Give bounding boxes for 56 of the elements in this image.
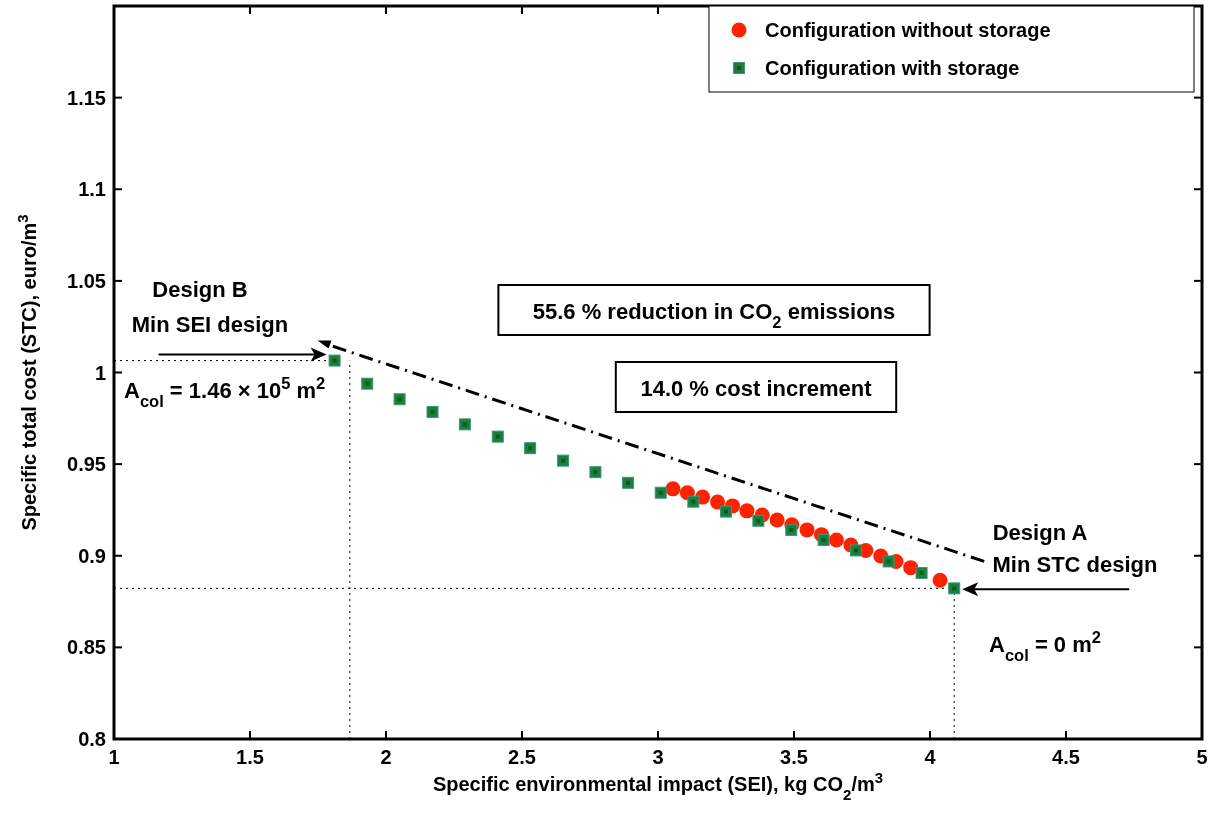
point xyxy=(828,532,844,548)
x-tick-label: 3 xyxy=(652,746,664,768)
point xyxy=(817,533,830,546)
point xyxy=(720,505,732,518)
y-tick-label: 0.95 xyxy=(67,453,106,476)
annotation: 55.6 % reduction in CO$_{2}$ emissions xyxy=(532,299,896,331)
annotation: Design A xyxy=(992,520,1088,545)
y-tick-label: 0.8 xyxy=(78,728,106,750)
y-tick-label: 1 xyxy=(94,361,106,384)
annotation: Design B xyxy=(152,277,248,302)
point xyxy=(524,442,537,455)
point xyxy=(665,481,681,497)
legend-label: Configuration without storage xyxy=(765,19,1051,41)
x-tick-label: 5 xyxy=(1196,746,1208,768)
annotation: Min SEI design xyxy=(131,312,289,337)
y-tick-label: 1.05 xyxy=(67,269,106,292)
point xyxy=(361,377,374,390)
y-tick-label: 1.15 xyxy=(67,86,106,109)
x-tick-label: 2.5 xyxy=(508,746,536,768)
legend-label: Configuration with storage xyxy=(765,57,1020,79)
point xyxy=(393,393,406,406)
annotation: 14.0 % cost increment xyxy=(640,376,873,401)
point xyxy=(328,354,341,367)
point xyxy=(948,582,961,595)
y-tick-label: 0.9 xyxy=(78,544,106,567)
point xyxy=(739,503,755,519)
y-tick-label: 1.1 xyxy=(78,178,106,201)
x-tick-label: 2 xyxy=(380,746,392,768)
point xyxy=(799,522,815,538)
point xyxy=(426,405,439,418)
annotation: A$_{col}$ = 0 m$^{2}$ xyxy=(989,628,1101,664)
point xyxy=(850,544,863,557)
x-tick-label: 1 xyxy=(108,746,120,768)
x-tick-label: 3.5 xyxy=(780,746,808,768)
point xyxy=(710,494,726,510)
point xyxy=(932,572,948,588)
y-tick-label: 0.85 xyxy=(67,636,106,659)
point xyxy=(915,566,928,579)
x-tick-label: 1.5 xyxy=(236,746,264,768)
point xyxy=(687,495,700,508)
x-axis-title: Specific environmental impact (SEI), kg CO$_{2}$/m$^{3}$ xyxy=(432,768,884,803)
x-tick-label: 4.5 xyxy=(1052,746,1080,768)
point xyxy=(882,555,895,568)
x-tick-label: 4 xyxy=(924,746,937,768)
point xyxy=(458,418,471,431)
point xyxy=(654,486,667,499)
annotation: A$_{col}$ = 1.46 × 10$^{5}$ m$^{2}$ xyxy=(124,374,326,410)
point xyxy=(903,560,919,576)
point xyxy=(557,454,570,467)
point xyxy=(491,430,504,443)
point xyxy=(589,466,602,479)
point xyxy=(752,514,765,527)
annotation: Min STC design xyxy=(992,552,1158,577)
point xyxy=(769,512,785,528)
point xyxy=(785,523,798,536)
point xyxy=(622,476,635,489)
